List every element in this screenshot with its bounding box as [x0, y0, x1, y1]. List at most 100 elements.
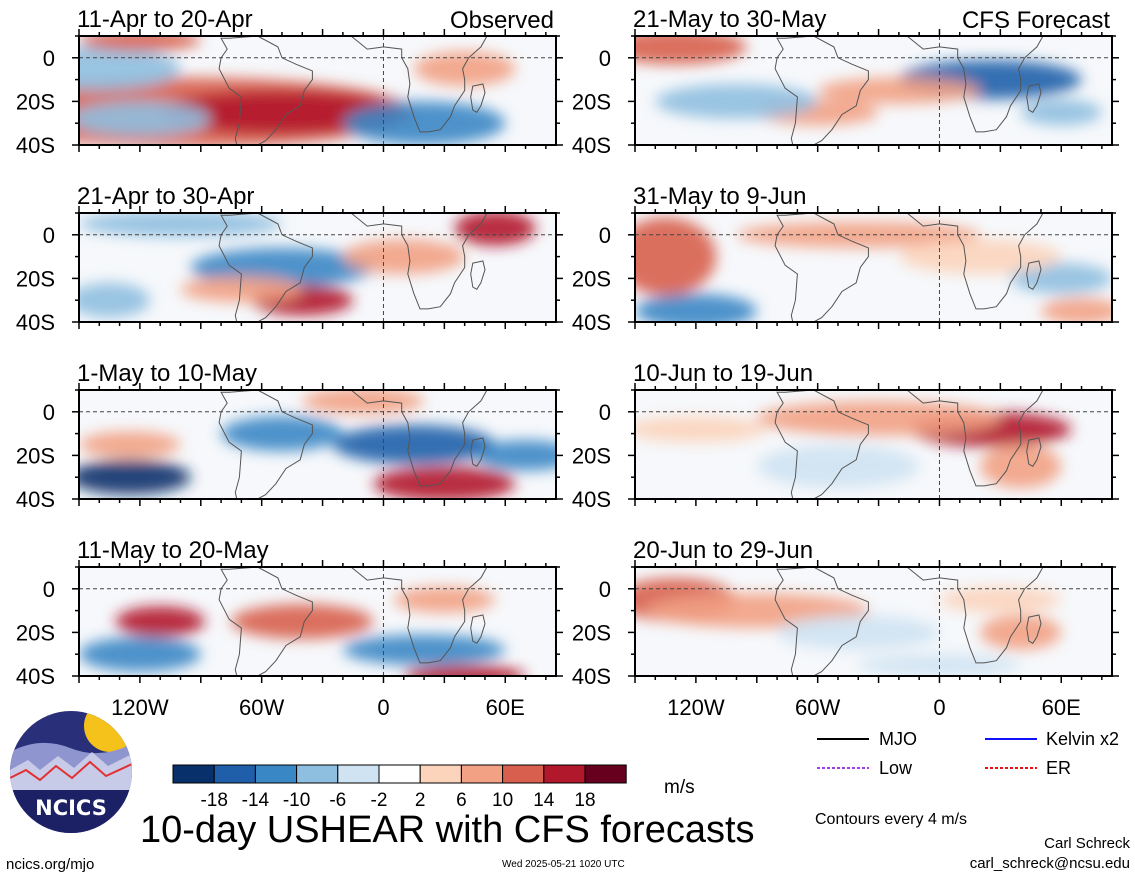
shear-field [79, 36, 556, 145]
panel-frame [634, 566, 1113, 677]
colorbar-label: 14 [533, 790, 555, 811]
panel-frame [634, 389, 1113, 500]
panel-frame [634, 35, 1113, 146]
coastlines [774, 36, 1044, 145]
colorbar-label: -6 [329, 790, 346, 811]
lat-label: 20S [16, 620, 55, 645]
lat-label: 40S [572, 133, 611, 158]
colorbar-swatch [296, 764, 339, 784]
panel-p4: 11-May to 20-May 0 20S 40S 120W 60W 0 60E [16, 537, 563, 720]
lat-label: 40S [16, 133, 55, 158]
shear-field [635, 213, 1112, 322]
colorbar-swatch [419, 764, 462, 784]
panel-p6: 31-May to 9-Jun 0 20S 40S [572, 183, 1119, 335]
logo-text: NCICS [35, 796, 107, 820]
lat-label: 0 [43, 46, 55, 71]
panel-frame [78, 389, 557, 500]
footer-author: Carl Schreck [1044, 835, 1130, 852]
panel-title: 21-May to 30-May [633, 6, 826, 33]
colorbar-swatch [213, 764, 256, 784]
main-title: 10-day USHEAR with CFS forecasts [140, 809, 755, 851]
lon-label: 60E [486, 695, 525, 720]
lat-label: 20S [572, 620, 611, 645]
footer-timestamp: Wed 2025-05-21 1020 UTC [502, 859, 625, 870]
legend-item-mjo: MJO [817, 729, 917, 749]
lon-label: 120W [111, 695, 169, 720]
lat-label: 20S [16, 443, 55, 468]
lon-label: 0 [933, 695, 945, 720]
lat-label: 0 [599, 223, 611, 248]
lat-label: 40S [16, 487, 55, 512]
legend-item-kelvin: Kelvin x2 [985, 729, 1119, 749]
panel-title: 1-May to 10-May [77, 360, 257, 387]
panel-frame [78, 212, 557, 323]
colorbar-label: 18 [574, 790, 595, 811]
shear-field [635, 567, 1112, 676]
lon-label: 0 [377, 695, 389, 720]
cfs-forecast-header: CFS Forecast [962, 7, 1110, 34]
coastlines [774, 567, 1044, 676]
lat-label: 0 [43, 577, 55, 602]
panel-frame [78, 35, 557, 146]
footer-email: carl_schreck@ncsu.edu [970, 855, 1130, 872]
lat-label: 40S [16, 664, 55, 689]
colorbar-label: -14 [242, 790, 270, 811]
colorbar-label: 6 [456, 790, 467, 811]
lat-label: 40S [572, 310, 611, 335]
panel-p8: 20-Jun to 29-Jun 0 20S 40S 120W 60W 0 60E [572, 537, 1119, 720]
lat-label: 0 [599, 400, 611, 425]
panel-title: 20-Jun to 29-Jun [633, 537, 813, 564]
lat-label: 20S [16, 266, 55, 291]
legend-label-kelvin: Kelvin x2 [1046, 729, 1119, 749]
colorbar-swatch [460, 764, 504, 784]
lat-label: 20S [572, 443, 611, 468]
colorbar-swatch [584, 764, 627, 784]
panel-frame [78, 566, 557, 677]
legend: MJO Kelvin x2 Low ER [817, 729, 1119, 778]
panel-title: 31-May to 9-Jun [633, 183, 806, 210]
colorbar-label: -10 [283, 790, 310, 811]
colorbar-label: -18 [200, 790, 227, 811]
lat-label: 0 [43, 223, 55, 248]
lat-label: 40S [16, 310, 55, 335]
lon-label: 60W [795, 695, 840, 720]
lon-label: 60W [239, 695, 284, 720]
coastlines [218, 567, 488, 676]
shear-field [635, 390, 1112, 499]
shear-field [79, 567, 556, 676]
colorbar-swatch [543, 764, 586, 784]
panel-title: 11-Apr to 20-Apr [77, 6, 253, 33]
panel-p7: 10-Jun to 19-Jun 0 20S 40S [572, 360, 1119, 512]
panel-p3: 1-May to 10-May 0 20S 40S [16, 360, 563, 512]
units-label: m/s [664, 777, 695, 798]
colorbar-label: 2 [415, 790, 426, 811]
lat-label: 0 [599, 577, 611, 602]
lat-label: 20S [572, 89, 611, 114]
coastlines [774, 213, 1044, 322]
colorbar-swatch [502, 764, 545, 784]
lat-label: 40S [572, 487, 611, 512]
lat-label: 20S [16, 89, 55, 114]
panel-title: 21-Apr to 30-Apr [77, 183, 254, 210]
legend-item-er: ER [985, 758, 1071, 778]
colorbar-swatch [254, 764, 298, 784]
lon-label: 60E [1042, 695, 1081, 720]
footer-url: ncics.org/mjo [6, 856, 94, 873]
contour-note: Contours every 4 m/s [815, 811, 967, 828]
lat-label: 0 [43, 400, 55, 425]
panel-p5: 21-May to 30-May 0 20S 40S [572, 6, 1119, 158]
legend-label-low: Low [879, 758, 913, 778]
coastlines [218, 390, 488, 499]
legend-label-mjo: MJO [879, 729, 917, 749]
lat-label: 0 [599, 46, 611, 71]
panel-frame [634, 212, 1113, 323]
colorbar-label: 10 [492, 790, 513, 811]
panel-title: 11-May to 20-May [77, 537, 269, 564]
shear-field [79, 390, 556, 499]
panel-title: 10-Jun to 19-Jun [633, 360, 813, 387]
lon-label: 120W [667, 695, 725, 720]
coastlines [218, 213, 488, 322]
lat-label: 40S [572, 664, 611, 689]
colorbar: -18 -14 -10 -6 -2 2 6 10 14 18 [172, 764, 627, 811]
